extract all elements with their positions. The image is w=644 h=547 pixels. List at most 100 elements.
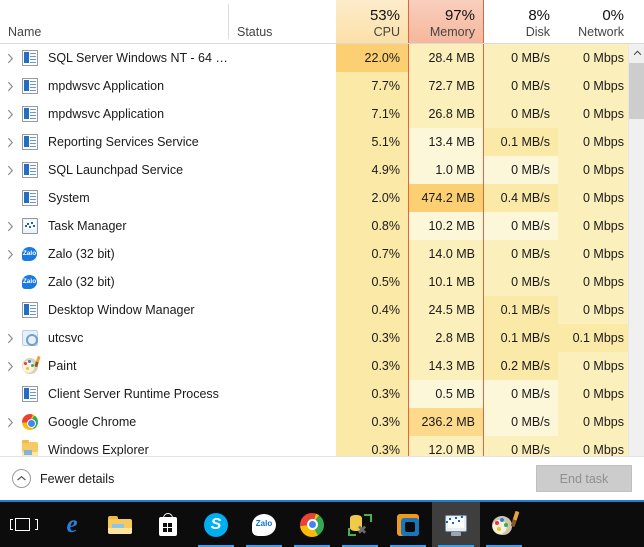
end-task-button[interactable]: End task <box>536 465 632 492</box>
table-row[interactable]: mpdwsvc Application 7.7% 72.7 MB 0 MB/s 0 Mb… <box>0 72 632 100</box>
table-row[interactable]: Zalo Zalo (32 bit) 0.5% 10.1 MB 0 MB/s 0 Mbps <box>0 268 632 296</box>
taskbar-item-zalo[interactable]: Zalo <box>240 502 288 547</box>
expand-chevron-icon[interactable] <box>0 53 20 64</box>
taskbar-item-explorer[interactable] <box>96 502 144 547</box>
expand-chevron-icon[interactable] <box>0 333 20 344</box>
scrollbar-thumb[interactable] <box>629 63 644 119</box>
cell-cpu: 7.7% <box>336 72 408 100</box>
process-name: SQL Launchpad Service <box>48 163 184 177</box>
expand-chevron-icon[interactable] <box>0 165 20 176</box>
cell-memory: 2.8 MB <box>408 324 484 352</box>
taskbar-item-edge[interactable]: e <box>48 502 96 547</box>
cell-network: 0 Mbps <box>558 408 632 436</box>
cell-memory: 474.2 MB <box>408 184 484 212</box>
table-row[interactable]: SQL Launchpad Service 4.9% 1.0 MB 0 MB/s 0 M… <box>0 156 632 184</box>
process-name: Zalo (32 bit) <box>48 247 115 261</box>
table-row[interactable]: SQL Server Windows NT - 64 Bit 22.0% 28.4 … <box>0 44 632 72</box>
cell-name[interactable]: Desktop Window Manager <box>0 296 228 324</box>
cell-name[interactable]: Zalo Zalo (32 bit) <box>0 268 228 296</box>
column-header-network-label: Network <box>578 25 624 39</box>
table-row[interactable]: utcsvc 0.3% 2.8 MB 0.1 MB/s 0.1 Mbps <box>0 324 632 352</box>
cell-network: 0 Mbps <box>558 100 632 128</box>
process-rows: SQL Server Windows NT - 64 Bit 22.0% 28.4 … <box>0 44 632 464</box>
column-header-cpu[interactable]: 53% CPU <box>336 0 408 43</box>
expand-chevron-icon[interactable] <box>0 221 20 232</box>
cell-memory: 10.2 MB <box>408 212 484 240</box>
cell-name[interactable]: Client Server Runtime Process <box>0 380 228 408</box>
expand-chevron-icon[interactable] <box>0 249 20 260</box>
cell-cpu: 22.0% <box>336 44 408 72</box>
taskbar-item-vmware[interactable] <box>384 502 432 547</box>
expand-chevron-icon[interactable] <box>0 417 20 428</box>
taskbar-item-taskmgr[interactable] <box>432 502 480 547</box>
cell-name[interactable]: SQL Launchpad Service <box>0 156 228 184</box>
taskbar-item-chrome[interactable] <box>288 502 336 547</box>
cell-name[interactable]: Google Chrome <box>0 408 228 436</box>
windows-taskbar: e S Zalo ✖ <box>0 500 644 547</box>
cell-name[interactable]: Paint <box>0 352 228 380</box>
cell-cpu: 0.8% <box>336 212 408 240</box>
cell-name[interactable]: System <box>0 184 228 212</box>
cell-name[interactable]: Zalo Zalo (32 bit) <box>0 240 228 268</box>
table-row[interactable]: mpdwsvc Application 7.1% 26.8 MB 0 MB/s 0 Mb… <box>0 100 632 128</box>
cell-name[interactable]: mpdwsvc Application <box>0 100 228 128</box>
microsoft-edge-icon: e <box>66 510 78 538</box>
column-header-status[interactable]: Status <box>229 0 336 43</box>
table-row[interactable]: Reporting Services Service 5.1% 13.4 MB 0.1… <box>0 128 632 156</box>
table-row[interactable]: Google Chrome 0.3% 236.2 MB 0 MB/s 0 Mbps <box>0 408 632 436</box>
taskbar-running-indicator <box>198 545 234 547</box>
expand-chevron-icon[interactable] <box>0 361 20 372</box>
expand-chevron-icon[interactable] <box>0 81 20 92</box>
expand-chevron-icon[interactable] <box>0 137 20 148</box>
cell-name[interactable]: mpdwsvc Application <box>0 72 228 100</box>
task-manager-icon <box>443 512 469 538</box>
scroll-up-button[interactable] <box>629 44 644 61</box>
cell-disk: 0 MB/s <box>484 380 558 408</box>
table-row[interactable]: Paint 0.3% 14.3 MB 0.2 MB/s 0 Mbps <box>0 352 632 380</box>
table-row[interactable]: System 2.0% 474.2 MB 0.4 MB/s 0 Mbps <box>0 184 632 212</box>
cell-disk: 0 MB/s <box>484 72 558 100</box>
zalo-icon: Zalo <box>20 246 42 262</box>
taskbar-item-skype[interactable]: S <box>192 502 240 547</box>
table-row[interactable]: Desktop Window Manager 0.4% 24.5 MB 0.1 MB/… <box>0 296 632 324</box>
process-name: Task Manager <box>48 219 127 233</box>
app-window-icon <box>20 162 42 178</box>
vertical-scrollbar[interactable] <box>628 44 644 500</box>
expand-chevron-icon[interactable] <box>0 109 20 120</box>
cell-cpu: 0.3% <box>336 324 408 352</box>
taskbar-item-paint[interactable] <box>480 502 528 547</box>
taskbar-item-store[interactable] <box>144 502 192 547</box>
cell-name[interactable]: Task Manager <box>0 212 228 240</box>
cell-network: 0 Mbps <box>558 44 632 72</box>
column-header-name-label: Name <box>8 25 42 39</box>
cell-status <box>228 380 336 408</box>
cell-disk: 0 MB/s <box>484 100 558 128</box>
column-header-disk[interactable]: 8% Disk <box>484 0 558 43</box>
column-header-memory[interactable]: 97% Memory <box>408 0 484 43</box>
cell-memory: 0.5 MB <box>408 380 484 408</box>
cell-name[interactable]: SQL Server Windows NT - 64 Bit <box>0 44 228 72</box>
cell-cpu: 0.3% <box>336 380 408 408</box>
cell-status <box>228 72 336 100</box>
process-name: Windows Explorer <box>48 443 149 457</box>
table-row[interactable]: Zalo Zalo (32 bit) 0.7% 14.0 MB 0 MB/s 0 Mbps <box>0 240 632 268</box>
cell-disk: 0 MB/s <box>484 156 558 184</box>
table-row[interactable]: Task Manager 0.8% 10.2 MB 0 MB/s 0 Mbps <box>0 212 632 240</box>
taskbar-item-ssms[interactable]: ✖ <box>336 502 384 547</box>
cell-name[interactable]: utcsvc <box>0 324 228 352</box>
app-window-icon <box>20 50 42 66</box>
cell-cpu: 0.4% <box>336 296 408 324</box>
cell-network: 0 Mbps <box>558 240 632 268</box>
table-row[interactable]: Client Server Runtime Process 0.3% 0.5 MB 0… <box>0 380 632 408</box>
column-header-status-label: Status <box>237 25 273 39</box>
column-header-name[interactable]: Name <box>0 0 228 43</box>
cell-disk: 0.1 MB/s <box>484 296 558 324</box>
sql-server-studio-icon: ✖ <box>347 512 373 538</box>
taskbar-item-taskview[interactable] <box>0 502 48 547</box>
cell-name[interactable]: Reporting Services Service <box>0 128 228 156</box>
process-name: Client Server Runtime Process <box>48 387 219 401</box>
process-list: SQL Server Windows NT - 64 Bit 22.0% 28.4 … <box>0 44 644 500</box>
fewer-details-button[interactable]: Fewer details <box>12 469 114 488</box>
column-header-network[interactable]: 0% Network <box>558 0 632 43</box>
cell-cpu: 0.7% <box>336 240 408 268</box>
